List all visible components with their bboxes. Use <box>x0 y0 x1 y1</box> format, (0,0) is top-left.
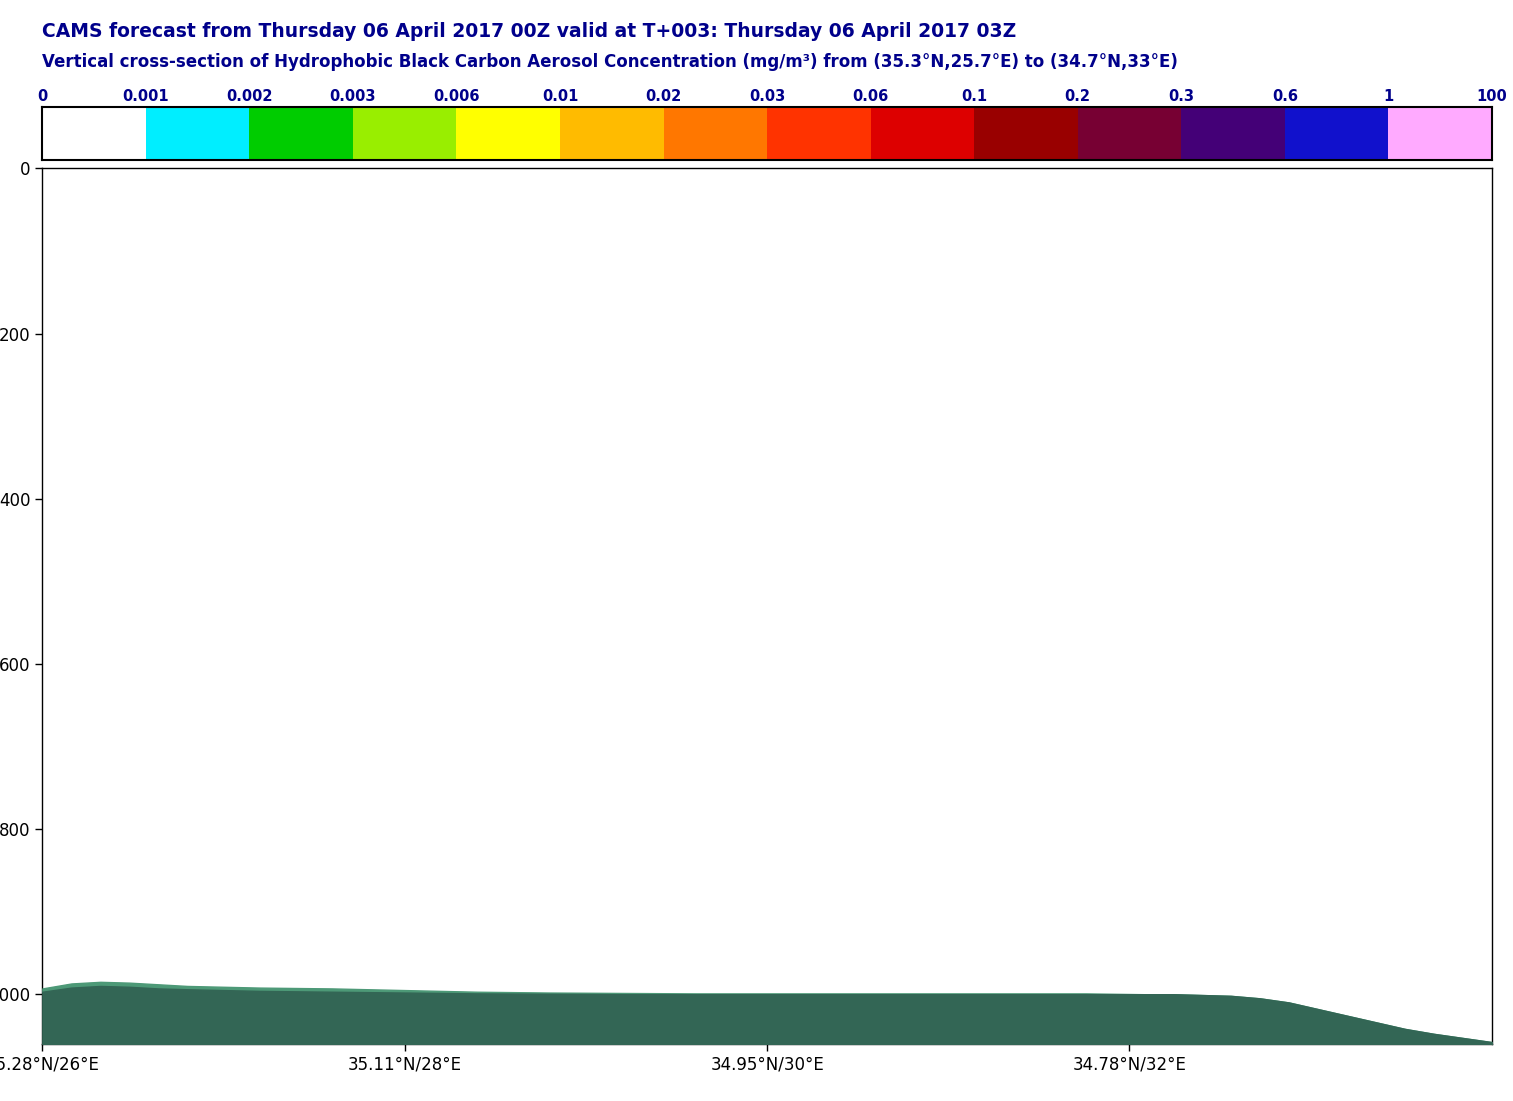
Bar <box>974 107 1077 160</box>
Bar <box>560 107 664 160</box>
Bar <box>664 107 767 160</box>
Bar <box>767 107 870 160</box>
Bar <box>145 107 250 160</box>
Bar <box>1182 107 1285 160</box>
Bar <box>457 107 560 160</box>
Bar <box>250 107 353 160</box>
Bar <box>1389 107 1492 160</box>
Text: Vertical cross-section of Hydrophobic Black Carbon Aerosol Concentration (mg/m³): Vertical cross-section of Hydrophobic Bl… <box>42 53 1179 70</box>
Bar <box>1077 107 1182 160</box>
Bar <box>1285 107 1389 160</box>
Bar <box>353 107 457 160</box>
Text: CAMS forecast from Thursday 06 April 2017 00Z valid at T+003: Thursday 06 April : CAMS forecast from Thursday 06 April 201… <box>42 22 1017 41</box>
Bar <box>42 107 145 160</box>
Bar <box>870 107 974 160</box>
